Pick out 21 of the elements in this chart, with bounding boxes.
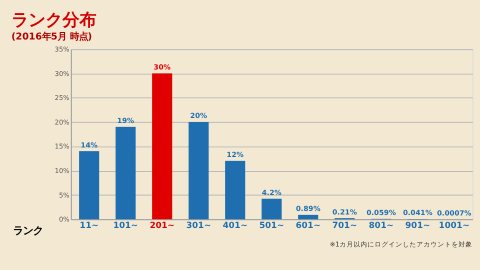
x-tick-label: 301~ bbox=[186, 221, 212, 232]
bar bbox=[225, 160, 246, 220]
bar bbox=[152, 73, 172, 220]
bar bbox=[116, 126, 136, 220]
x-tick-label: 401~ bbox=[222, 221, 248, 232]
x-tick-label: 11~ bbox=[80, 221, 99, 232]
x-tick-label: 201~ bbox=[150, 221, 175, 232]
chart-title: ランク分布 bbox=[11, 10, 96, 31]
x-tick-label: 901~ bbox=[405, 221, 430, 232]
x-tick-label: 601~ bbox=[296, 221, 321, 232]
bar bbox=[298, 214, 318, 220]
bar bbox=[262, 198, 282, 220]
x-tick-label: 701~ bbox=[332, 221, 358, 232]
x-tick-label: 101~ bbox=[113, 221, 138, 232]
x-tick-label: 501~ bbox=[259, 221, 284, 232]
bar bbox=[79, 151, 100, 220]
x-tick-label: 801~ bbox=[368, 221, 394, 232]
x-axis-title: ランク bbox=[12, 224, 43, 237]
chart-subtitle: (2016年5月 時点) bbox=[11, 32, 92, 43]
bar bbox=[188, 122, 209, 220]
x-tick-label: 1001~ bbox=[438, 221, 470, 232]
